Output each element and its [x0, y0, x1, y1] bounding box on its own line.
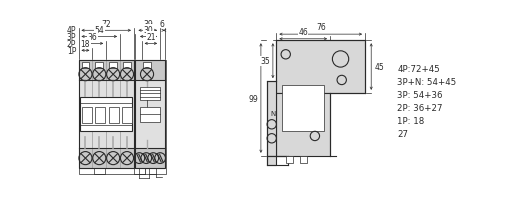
- Text: 36: 36: [88, 33, 97, 41]
- Text: 39: 39: [143, 20, 153, 28]
- Bar: [138, 168, 144, 174]
- Bar: [267, 82, 276, 156]
- Bar: [79, 148, 134, 168]
- Text: 27: 27: [397, 129, 408, 138]
- Text: 35: 35: [261, 57, 271, 66]
- Bar: [82, 107, 92, 124]
- Text: 3P+N: 54+45: 3P+N: 54+45: [397, 77, 456, 86]
- Bar: [79, 61, 134, 81]
- Text: 99: 99: [249, 94, 259, 103]
- Bar: [276, 41, 365, 93]
- Bar: [95, 107, 105, 124]
- Text: 4P: 4P: [67, 26, 76, 35]
- Bar: [94, 168, 104, 174]
- Bar: [276, 93, 330, 156]
- Bar: [110, 63, 117, 69]
- Text: 30: 30: [143, 26, 154, 35]
- Bar: [135, 61, 165, 168]
- Bar: [140, 107, 160, 122]
- Bar: [79, 61, 165, 174]
- Bar: [80, 98, 132, 132]
- Text: 46: 46: [298, 28, 308, 37]
- Bar: [140, 87, 160, 101]
- Bar: [150, 168, 156, 174]
- Text: 54: 54: [94, 26, 104, 35]
- Bar: [135, 148, 165, 168]
- Bar: [282, 85, 324, 132]
- Bar: [95, 63, 103, 69]
- Text: 2P: 2P: [67, 40, 76, 49]
- Bar: [82, 63, 89, 69]
- Text: 1P: 18: 1P: 18: [397, 116, 424, 125]
- Text: 3P: 3P: [67, 33, 76, 42]
- Bar: [135, 61, 165, 81]
- Bar: [123, 63, 131, 69]
- Text: 18: 18: [81, 39, 90, 48]
- Bar: [286, 156, 293, 163]
- Bar: [134, 168, 144, 174]
- Bar: [122, 107, 132, 124]
- Bar: [135, 81, 165, 148]
- Text: 3P: 54+36: 3P: 54+36: [397, 90, 443, 99]
- Text: 1P: 1P: [67, 47, 76, 56]
- Text: 76: 76: [316, 23, 325, 32]
- Text: 45: 45: [374, 63, 384, 72]
- Bar: [300, 156, 307, 163]
- Bar: [267, 156, 276, 165]
- Text: 6: 6: [160, 20, 165, 28]
- Text: 4P:72+45: 4P:72+45: [397, 64, 440, 73]
- Bar: [108, 107, 119, 124]
- Bar: [79, 81, 134, 148]
- Text: 2P: 36+27: 2P: 36+27: [397, 103, 443, 112]
- Bar: [79, 61, 134, 168]
- Text: N: N: [270, 110, 275, 116]
- Text: 21: 21: [146, 33, 156, 41]
- Text: 72: 72: [101, 20, 111, 28]
- Bar: [143, 63, 151, 69]
